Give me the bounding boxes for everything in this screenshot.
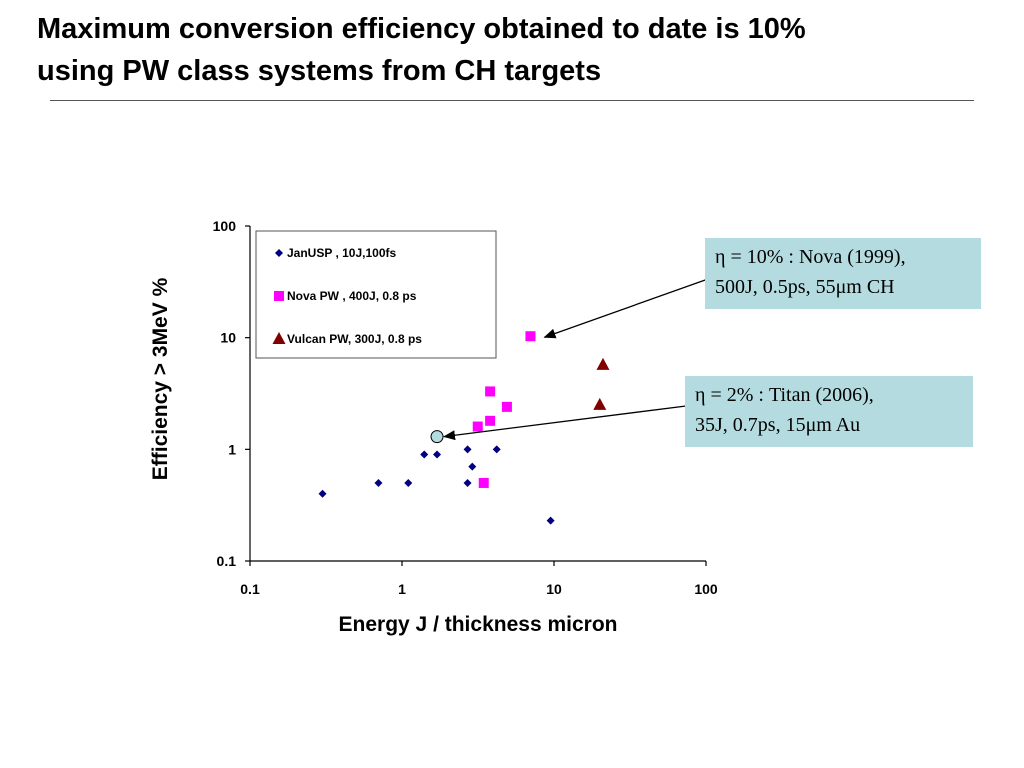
- x-axis-title: Energy J / thickness micron: [339, 613, 618, 636]
- legend-label: Vulcan PW, 300J, 0.8 ps: [287, 332, 422, 346]
- data-point: [463, 445, 472, 454]
- y-tick-label: 10: [220, 330, 236, 346]
- data-point: [468, 462, 477, 471]
- data-point: [478, 477, 489, 488]
- data-point: [596, 357, 610, 370]
- data-point: [492, 445, 501, 454]
- slide-title-line-1: Maximum conversion efficiency obtained t…: [37, 13, 806, 45]
- y-tick-label: 100: [213, 218, 237, 234]
- data-point: [420, 450, 429, 459]
- data-point: [546, 516, 555, 525]
- callout-titan: η = 2% : Titan (2006), 35J, 0.7ps, 15μm …: [685, 376, 973, 447]
- data-point: [374, 478, 383, 487]
- x-tick-label: 0.1: [240, 581, 260, 597]
- callout-nova-line-1: η = 10% : Nova (1999),: [715, 246, 906, 268]
- x-tick-label: 1: [398, 581, 406, 597]
- callout-titan-line-2: 35J, 0.7ps, 15μm Au: [695, 414, 861, 436]
- legend-label: JanUSP , 10J,100fs: [287, 246, 397, 260]
- data-point: [318, 489, 327, 498]
- data-point: [472, 421, 483, 432]
- y-tick-label: 1: [228, 441, 236, 457]
- legend-label: Nova PW , 400J, 0.8 ps: [287, 289, 417, 303]
- legend-box: [255, 230, 497, 359]
- data-point: [404, 478, 413, 487]
- slide-title: Maximum conversion efficiency obtained t…: [37, 8, 997, 92]
- legend-marker: [274, 291, 284, 301]
- data-point: [593, 397, 607, 410]
- callout-nova: η = 10% : Nova (1999), 500J, 0.5ps, 55μm…: [705, 238, 981, 309]
- annotation-point: [430, 430, 444, 444]
- data-point: [485, 386, 496, 397]
- y-tick-label: 0.1: [217, 553, 237, 569]
- x-tick-label: 100: [694, 581, 718, 597]
- data-point: [525, 331, 536, 342]
- data-point: [463, 478, 472, 487]
- legend-marker: [272, 332, 286, 344]
- slide-title-line-2: using PW class systems from CH targets: [37, 55, 602, 87]
- x-tick-label: 10: [546, 581, 562, 597]
- data-point: [433, 450, 442, 459]
- callout-titan-line-1: η = 2% : Titan (2006),: [695, 384, 874, 406]
- callout-nova-line-2: 500J, 0.5ps, 55μm CH: [715, 276, 895, 298]
- callout-arrow-titan: [443, 405, 687, 441]
- y-axis-title: Efficiency > 3MeV %: [149, 277, 172, 480]
- legend-marker: [275, 249, 283, 257]
- data-point: [501, 401, 512, 412]
- callout-arrow-nova: [543, 278, 709, 339]
- data-point: [485, 415, 496, 426]
- title-divider: [50, 100, 974, 101]
